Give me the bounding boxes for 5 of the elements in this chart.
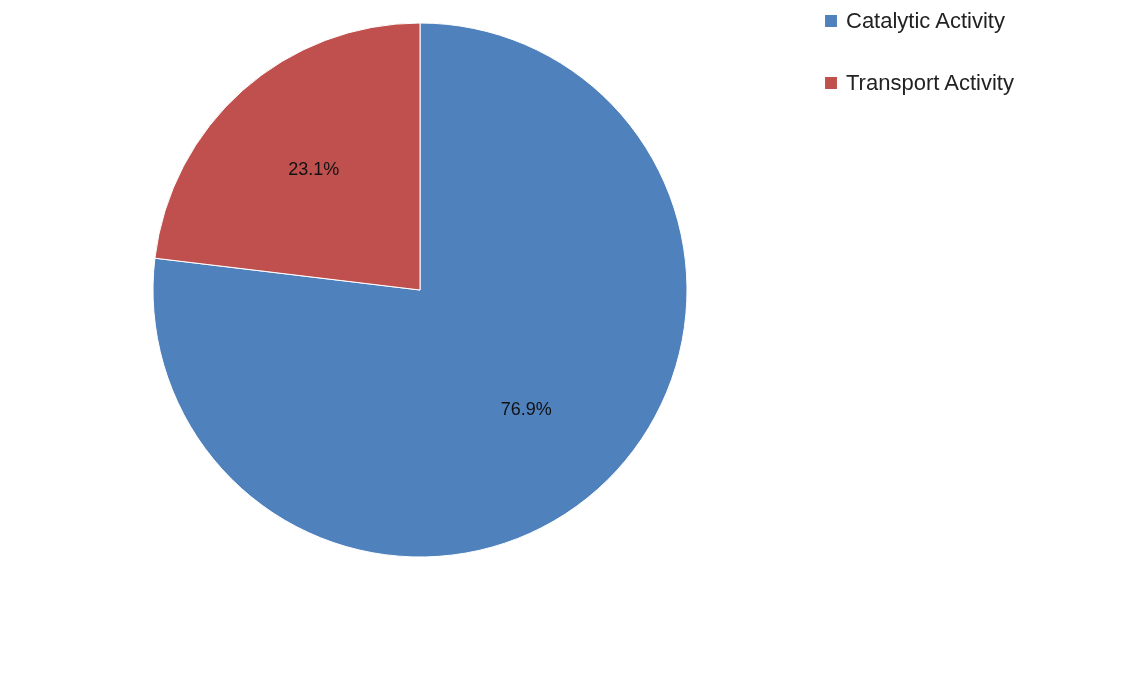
data-label: 76.9% [500,398,552,419]
data-label: 23.1% [288,159,340,180]
pie-slice [152,22,688,558]
legend-label: Transport Activity [846,70,1014,95]
legend-label: Catalytic Activity [846,8,1005,33]
